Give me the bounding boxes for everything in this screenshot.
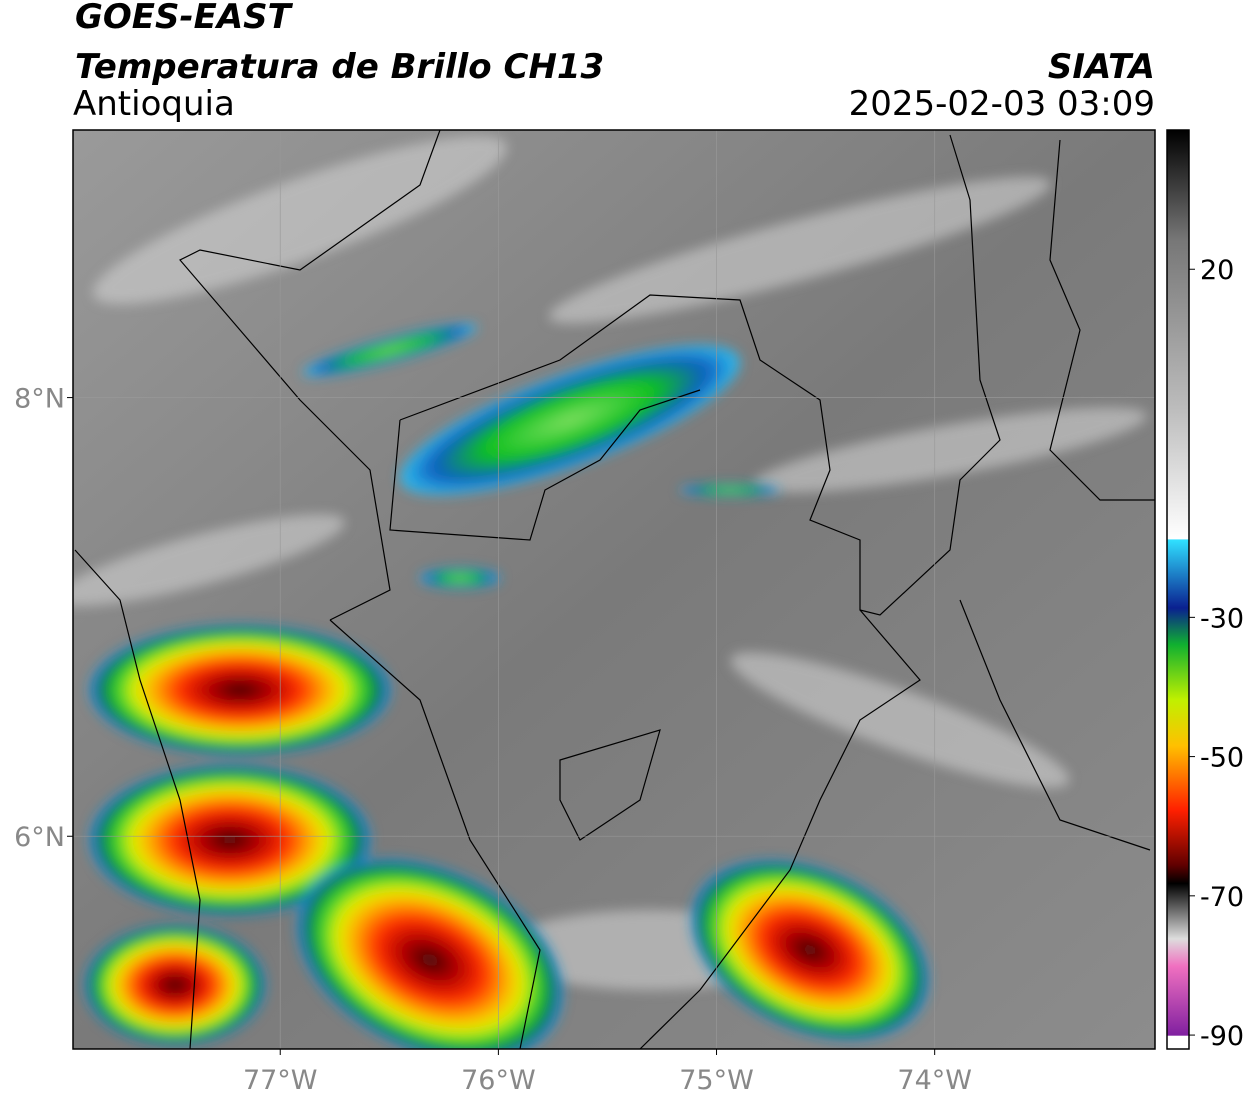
region: Antioquia <box>73 84 235 124</box>
lon-tick-label: 77°W <box>243 1065 318 1096</box>
lat-tick-label: 6°N <box>14 822 65 853</box>
colorbar-tick-label: -90 <box>1200 1021 1244 1052</box>
subtitle: Temperatura de Brillo CH13 <box>75 47 604 87</box>
colorbar-tick-label: -70 <box>1200 882 1244 913</box>
datetime: 2025-02-03 03:09 <box>849 84 1155 124</box>
colorbar-tick-label: -50 <box>1200 743 1244 774</box>
map-image <box>73 130 1155 1049</box>
title: GOES-EAST <box>75 0 294 37</box>
colorbar <box>1166 129 1190 1050</box>
source: SIATA <box>1048 47 1155 87</box>
lon-tick-label: 74°W <box>897 1065 972 1096</box>
map-frame <box>72 129 1156 1050</box>
colorbar-tick-label: -30 <box>1200 603 1244 634</box>
lon-tick-label: 75°W <box>679 1065 754 1096</box>
colorbar-tick-label: 20 <box>1200 255 1234 286</box>
lat-tick-label: 8°N <box>14 384 65 415</box>
lon-tick-label: 76°W <box>461 1065 536 1096</box>
